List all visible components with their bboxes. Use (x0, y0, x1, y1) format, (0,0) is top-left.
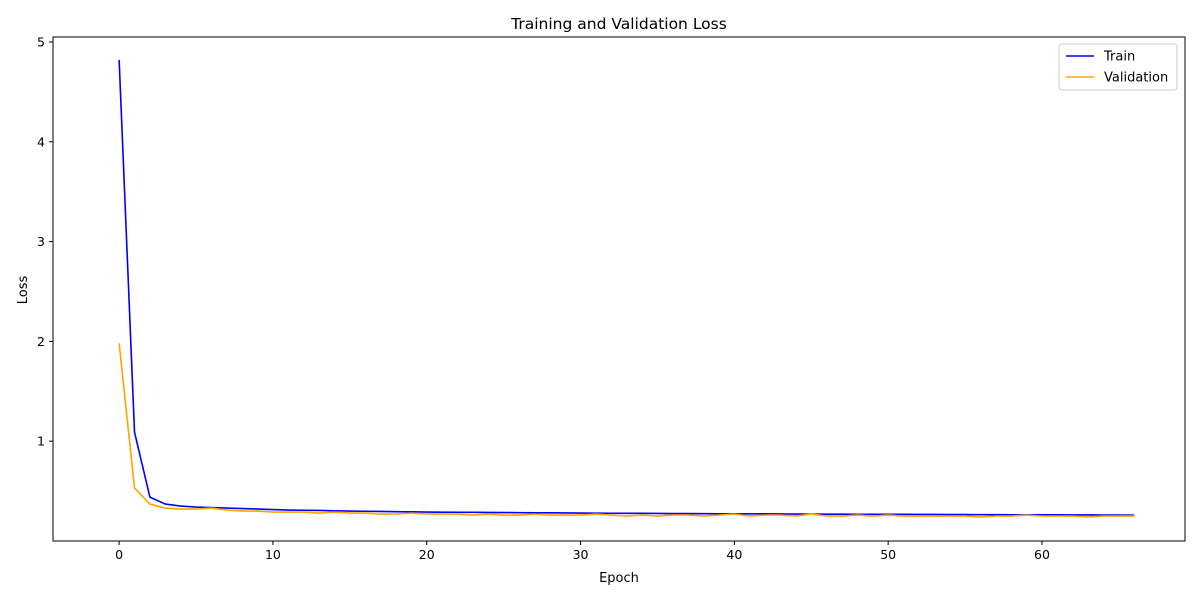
x-tick-label: 30 (573, 547, 589, 562)
x-tick-label: 20 (419, 547, 435, 562)
x-tick-label: 10 (265, 547, 281, 562)
legend: Train Validation (1058, 43, 1178, 91)
y-tick-label: 1 (37, 434, 45, 449)
series-line-train (118, 59, 1135, 516)
x-tick-label: 50 (880, 547, 896, 562)
plot-area (118, 59, 1135, 518)
y-tick-label: 4 (37, 134, 45, 149)
x-tick-label: 60 (1034, 547, 1050, 562)
x-tick-label: 40 (726, 547, 742, 562)
x-axis-label: Epoch (599, 571, 639, 586)
chart-title: Training and Validation Loss (510, 15, 727, 33)
x-axis: 0 10 20 30 40 50 60 (115, 541, 1050, 562)
series-line-validation (118, 343, 1135, 518)
y-axis: 1 2 3 4 5 (37, 34, 53, 449)
legend-label-train: Train (1103, 50, 1135, 65)
plot-frame (52, 36, 1186, 542)
y-tick-label: 2 (37, 334, 45, 349)
y-tick-label: 5 (37, 34, 45, 49)
y-axis-label: Loss (16, 276, 31, 305)
y-tick-label: 3 (37, 234, 45, 249)
x-tick-label: 0 (115, 547, 123, 562)
legend-label-validation: Validation (1104, 71, 1168, 86)
